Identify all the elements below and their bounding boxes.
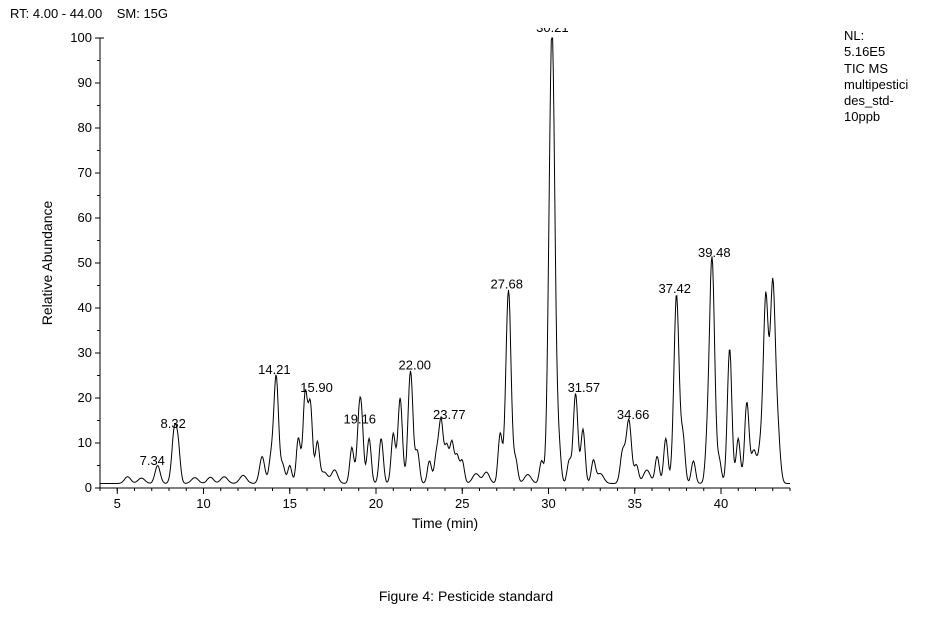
svg-text:19.16: 19.16 bbox=[344, 412, 377, 427]
svg-text:50: 50 bbox=[78, 255, 92, 270]
svg-text:23.77: 23.77 bbox=[433, 407, 466, 422]
figure-header: RT: 4.00 - 44.00 SM: 15G bbox=[10, 6, 168, 21]
figure-caption: Figure 4: Pesticide standard bbox=[0, 588, 932, 604]
svg-text:20: 20 bbox=[369, 496, 383, 511]
svg-text:7.34: 7.34 bbox=[140, 453, 165, 468]
svg-text:15: 15 bbox=[283, 496, 297, 511]
svg-text:25: 25 bbox=[455, 496, 469, 511]
svg-text:40: 40 bbox=[714, 496, 728, 511]
svg-text:0: 0 bbox=[85, 480, 92, 495]
svg-text:31.57: 31.57 bbox=[568, 380, 601, 395]
svg-text:35: 35 bbox=[628, 496, 642, 511]
svg-text:15.90: 15.90 bbox=[300, 380, 333, 395]
svg-text:27.68: 27.68 bbox=[490, 277, 523, 292]
svg-text:70: 70 bbox=[78, 165, 92, 180]
svg-text:60: 60 bbox=[78, 210, 92, 225]
svg-text:37.42: 37.42 bbox=[658, 281, 691, 296]
svg-text:90: 90 bbox=[78, 75, 92, 90]
svg-text:10: 10 bbox=[78, 435, 92, 450]
svg-text:30.21: 30.21 bbox=[536, 28, 569, 35]
svg-text:100: 100 bbox=[70, 30, 92, 45]
sm-label: SM: 15G bbox=[117, 6, 168, 21]
svg-text:14.21: 14.21 bbox=[258, 362, 291, 377]
svg-text:5: 5 bbox=[114, 496, 121, 511]
svg-text:30: 30 bbox=[541, 496, 555, 511]
svg-text:Relative Abundance: Relative Abundance bbox=[39, 201, 55, 326]
svg-text:8.32: 8.32 bbox=[161, 416, 186, 431]
svg-text:10: 10 bbox=[196, 496, 210, 511]
svg-text:39.48: 39.48 bbox=[698, 245, 731, 260]
svg-text:34.66: 34.66 bbox=[617, 407, 650, 422]
chromatogram-svg: 0 10 20 30 40 50 60 70 80 90 100 5 10 15 20 25 30 35 40 Tim… bbox=[30, 28, 880, 548]
svg-text:30: 30 bbox=[78, 345, 92, 360]
rt-range-label: RT: 4.00 - 44.00 bbox=[10, 6, 102, 21]
svg-text:20: 20 bbox=[78, 390, 92, 405]
chromatogram-plot: 0 10 20 30 40 50 60 70 80 90 100 5 10 15 20 25 30 35 40 Tim… bbox=[30, 28, 880, 548]
chromatogram-figure: RT: 4.00 - 44.00 SM: 15G NL: 5.16E5 TIC … bbox=[0, 0, 932, 632]
svg-text:80: 80 bbox=[78, 120, 92, 135]
svg-text:Time (min): Time (min) bbox=[412, 515, 478, 531]
svg-text:22.00: 22.00 bbox=[399, 358, 432, 373]
svg-text:40: 40 bbox=[78, 300, 92, 315]
